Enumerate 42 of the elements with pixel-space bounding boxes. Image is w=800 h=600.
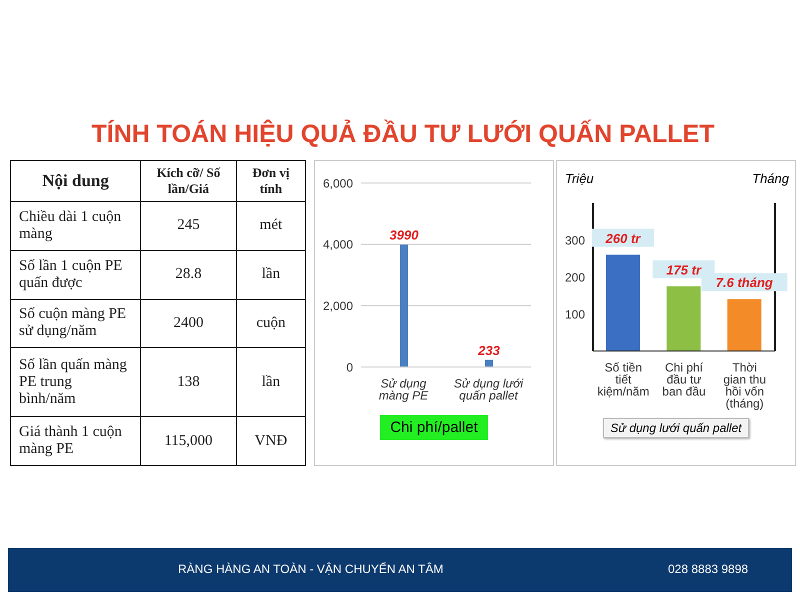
data-label: 7.6 tháng [716,275,773,290]
x-axis-title: Chi phí/pallet [380,415,488,440]
text: mét [260,217,282,234]
x-tick-label: Thời gian thu hồi vốn (tháng) [723,360,766,411]
y-axis-title: Triệu [565,171,594,186]
category-label: Số lần quấn màng PE trung bình/năm [19,356,127,407]
category-label: Đơn vị tính [236,160,306,202]
data-label: 260 tr [604,230,642,246]
x-tick-label: Sử dụng lưới quấn pallet [454,376,524,403]
y-tick-label: 6,000 [322,176,354,190]
text: 115,000 [164,432,213,449]
x-tick-label: Chi phí đầu tư ban đầu [662,360,706,399]
y-tick-label: 300 [564,233,586,248]
x-tick-label: Sử dụng màng PE [378,376,430,403]
category-label: Nội dung [10,160,141,202]
data-label: 175 tr [666,262,702,278]
data-label: 3990 [390,228,420,243]
text: 2400 [173,314,204,331]
text: RÀNG HÀNG AN TOÀN - VẬN CHUYỂN AN TÂM [178,562,444,576]
text: cuộn [256,314,286,331]
text: lần [262,266,280,282]
text: 028 8883 9898 [668,562,748,576]
y-tick-label: 2,000 [322,298,354,313]
category-label: Chiều dài 1 cuộn màng [19,208,122,242]
y-tick-label: 0 [346,360,354,374]
category-label: Giá thành 1 cuộn màng PE [19,424,122,458]
category-label: Kích cỡ/ Số lần/Giá [140,160,236,202]
data-label: 233 [477,342,501,358]
y2-axis-title: Tháng [752,171,789,186]
category-label: Số cuộn màng PE sử dụng/năm [19,306,126,340]
text: VNĐ [254,432,288,449]
y-tick-label: 4,000 [322,238,354,252]
y-tick-label: 100 [564,307,586,322]
x-axis-title: Sử dụng lưới quấn pallet [603,418,749,438]
category-label: Số lần 1 cuộn PE quấn được [19,258,122,291]
text: lần [262,374,280,390]
text: TÍNH TOÁN HIỆU QUẢ ĐẦU TƯ LƯỚI QUẤN PALLET [90,120,716,149]
y-tick-label: 200 [564,270,586,284]
text: 138 [177,374,200,390]
text: 245 [177,217,200,234]
text: 28.8 [175,266,202,282]
x-tick-label: Số tiền tiết kiệm/năm [597,360,650,399]
